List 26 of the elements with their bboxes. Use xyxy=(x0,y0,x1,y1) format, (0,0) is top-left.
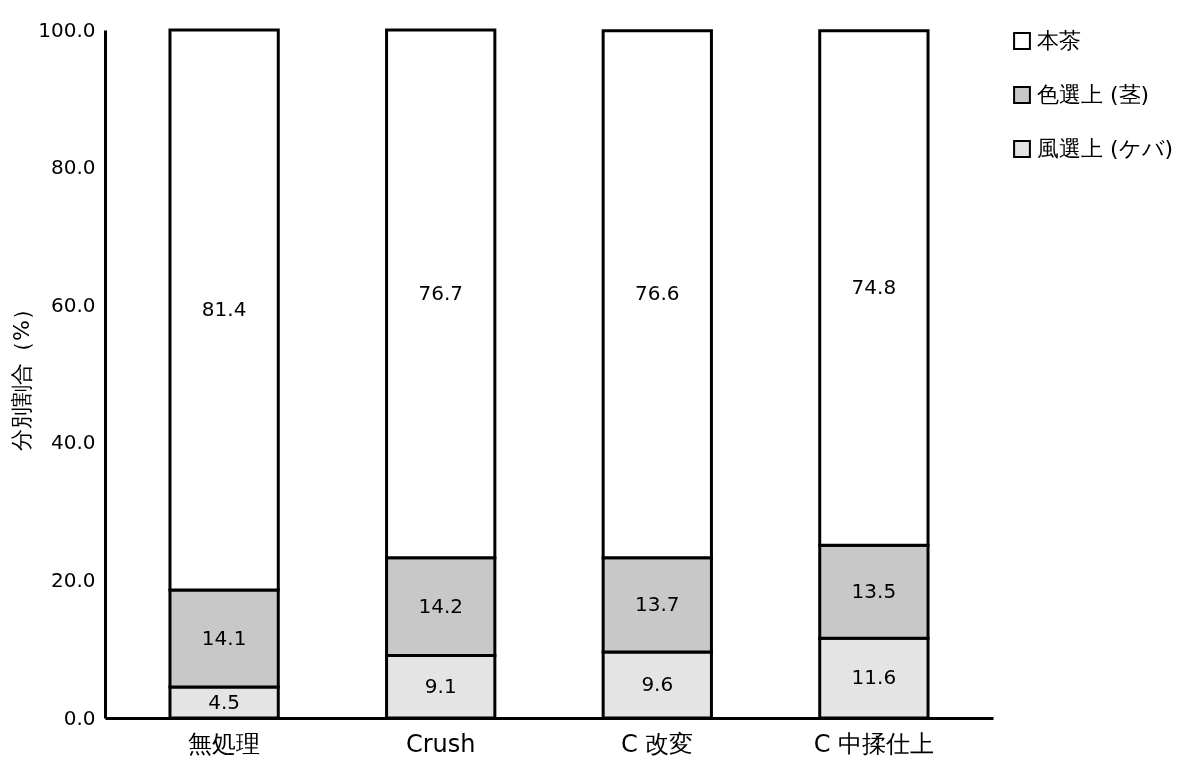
x-tick-label: Crush xyxy=(405,729,476,758)
data-label: 74.8 xyxy=(851,275,897,299)
legend-label: 風選上 (ケバ) xyxy=(1037,136,1174,161)
data-label: 4.5 xyxy=(208,689,241,714)
data-label: 76.6 xyxy=(635,281,680,306)
data-label: 9.6 xyxy=(641,671,674,696)
y-tick-label: 80.0 xyxy=(50,155,96,180)
data-label: 9.1 xyxy=(424,673,457,698)
data-label: 76.7 xyxy=(418,280,463,305)
y-tick-label: 100.0 xyxy=(38,17,96,42)
y-axis-title: 分別割合（%） xyxy=(9,298,35,451)
data-label: 13.5 xyxy=(851,578,897,603)
y-tick-label: 0.0 xyxy=(63,705,96,730)
data-label: 14.2 xyxy=(418,593,463,618)
x-tick-label: C 中揉仕上 xyxy=(813,729,935,758)
data-label: 81.4 xyxy=(201,297,247,322)
x-tick-label: 無処理 xyxy=(188,729,261,758)
data-label: 11.6 xyxy=(851,665,897,690)
legend-label: 色選上 (茎) xyxy=(1037,82,1150,107)
y-tick-label: 20.0 xyxy=(50,567,96,592)
data-label: 13.7 xyxy=(635,591,680,616)
y-tick-label: 40.0 xyxy=(50,430,96,455)
legend-label: 本茶 xyxy=(1037,28,1081,53)
y-tick-label: 60.0 xyxy=(50,292,96,317)
x-tick-label: C 改変 xyxy=(621,729,694,758)
data-label: 14.1 xyxy=(201,625,247,650)
